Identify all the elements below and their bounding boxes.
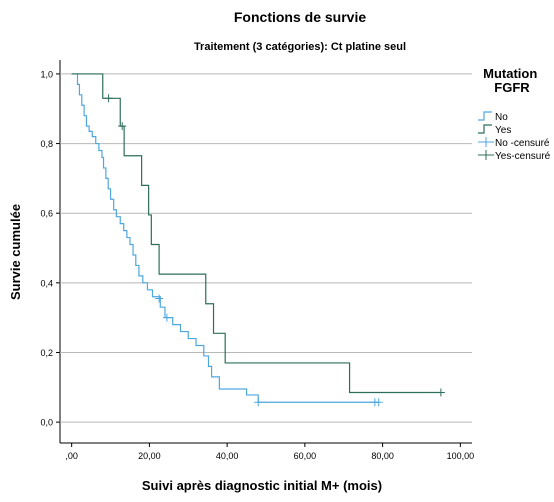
y-tick-label: 0,4 (40, 278, 53, 288)
grid-lines (60, 73, 472, 423)
legend-item: No (478, 111, 508, 123)
chart-title: Fonctions de survie (234, 9, 366, 25)
legend-step-symbol (478, 124, 492, 134)
chart-subtitle: Traitement (3 catégories): Ct platine se… (194, 41, 406, 53)
y-tick-label: 0,0 (40, 418, 53, 428)
censor-mark-no (374, 398, 383, 407)
legend-item: Yes-censuré (478, 150, 551, 162)
legend-item: Yes (478, 124, 511, 136)
x-tick-label: 40,00 (216, 451, 239, 461)
y-tick-label: 0,6 (40, 209, 53, 219)
censor-mark-no (162, 313, 171, 322)
legend-label: Yes-censuré (495, 151, 551, 162)
y-tick-label: 0,8 (40, 139, 53, 149)
plot-frame (59, 60, 472, 444)
legend-censor-symbol (478, 150, 494, 160)
legend-entries: No Yes No -censuré Yes-censuré (478, 111, 551, 162)
x-tick-label: ,00 (65, 451, 78, 461)
y-axis-ticks: 0,0 0,2 0,4 0,6 0,8 1,0 (40, 69, 60, 428)
x-axis-ticks: ,00 20,00 40,00 60,00 80,00 100,00 (65, 443, 474, 461)
censor-mark-yes (118, 122, 127, 131)
legend-title: Mutation FGFR (483, 66, 541, 95)
legend-step-symbol (478, 111, 492, 121)
series-line-yes (71, 73, 441, 394)
y-tick-label: 1,0 (40, 69, 53, 79)
series-layer (71, 73, 445, 407)
censor-mark-no (254, 398, 263, 407)
x-tick-label: 80,00 (371, 451, 394, 461)
x-tick-label: 60,00 (294, 451, 317, 461)
y-axis-label: Survie cumulée (8, 204, 23, 300)
censor-mark-yes (436, 388, 445, 397)
legend-title-line1: Mutation (483, 66, 537, 81)
x-tick-label: 100,00 (447, 451, 475, 461)
legend: Mutation FGFR No Yes No -censuré Yes-censur… (478, 66, 551, 162)
x-tick-label: 20,00 (138, 451, 161, 461)
legend-censor-symbol (478, 137, 494, 147)
y-tick-label: 0,2 (40, 348, 53, 358)
censor-mark-no (155, 294, 164, 303)
legend-label: No -censuré (495, 138, 550, 149)
series-line-no (71, 73, 379, 403)
censor-mark-yes (104, 94, 113, 103)
legend-title-line2: FGFR (494, 80, 530, 95)
legend-label: No (495, 112, 508, 123)
legend-item: No -censuré (478, 137, 550, 149)
legend-label: Yes (495, 125, 511, 136)
x-axis-label: Suivi après diagnostic initial M+ (mois) (142, 478, 382, 493)
